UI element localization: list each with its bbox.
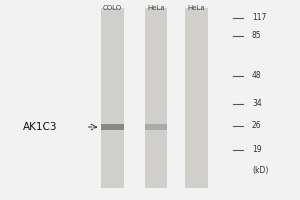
Text: AK1C3: AK1C3: [22, 122, 57, 132]
Text: HeLa: HeLa: [188, 5, 205, 11]
Bar: [101, 124, 124, 130]
Bar: [145, 124, 167, 130]
Bar: [185, 8, 208, 188]
Text: (kD): (kD): [252, 166, 268, 176]
Text: COLO: COLO: [103, 5, 122, 11]
Text: 19: 19: [252, 146, 262, 154]
Bar: [145, 8, 167, 188]
Text: 117: 117: [252, 14, 266, 22]
Text: 48: 48: [252, 72, 262, 80]
Text: 34: 34: [252, 99, 262, 108]
Text: 85: 85: [252, 31, 262, 40]
Text: 26: 26: [252, 121, 262, 130]
Text: HeLa: HeLa: [147, 5, 165, 11]
Bar: [101, 8, 124, 188]
